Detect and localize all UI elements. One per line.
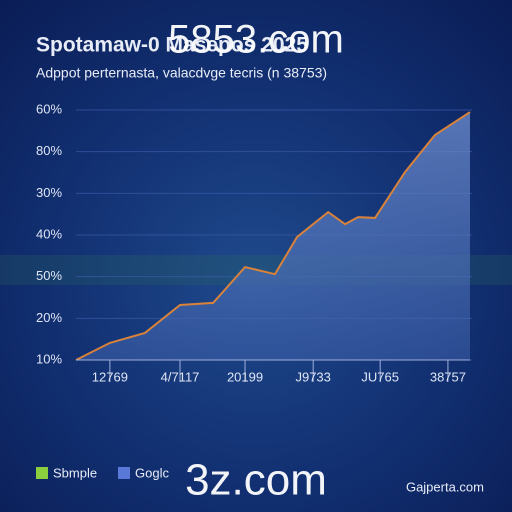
watermark: 5853.com	[168, 18, 344, 62]
chart-subtitle: Adppot perternasta, valacdvge tecris (n …	[36, 65, 327, 81]
area	[76, 112, 470, 360]
y-tick-label: 40%	[36, 226, 62, 241]
x-tick-label: 38757	[430, 369, 466, 384]
line	[75, 111, 471, 361]
legend-label: Sbmple	[53, 465, 97, 480]
x-tick-label: 20199	[227, 369, 263, 384]
y-tick-label: 30%	[36, 185, 62, 200]
y-tick-label: 80%	[36, 143, 62, 158]
watermark: 3z.com	[185, 456, 327, 505]
x-tick-label: JU765	[361, 369, 399, 384]
x-tick-label: J9733	[295, 369, 330, 384]
chart-title: Spotamaw-0 Masepos 2025	[36, 34, 308, 57]
legend-swatch	[118, 467, 130, 479]
plot: 10% 20% 50% 40% 30% 80% 60% 12769 4/7117 20199 J97…	[36, 101, 472, 384]
x-tick-label: 12769	[92, 369, 128, 384]
y-tick-label: 50%	[36, 268, 62, 283]
legend-label: Goglc	[135, 465, 169, 480]
x-tick-label: 4/7117	[161, 369, 200, 384]
footer: Gajperta.com	[406, 479, 484, 494]
y-tick-label: 60%	[36, 101, 62, 116]
legend-swatch	[36, 467, 48, 479]
y-tick-label: 20%	[36, 310, 62, 325]
y-tick-label: 10%	[36, 351, 62, 366]
